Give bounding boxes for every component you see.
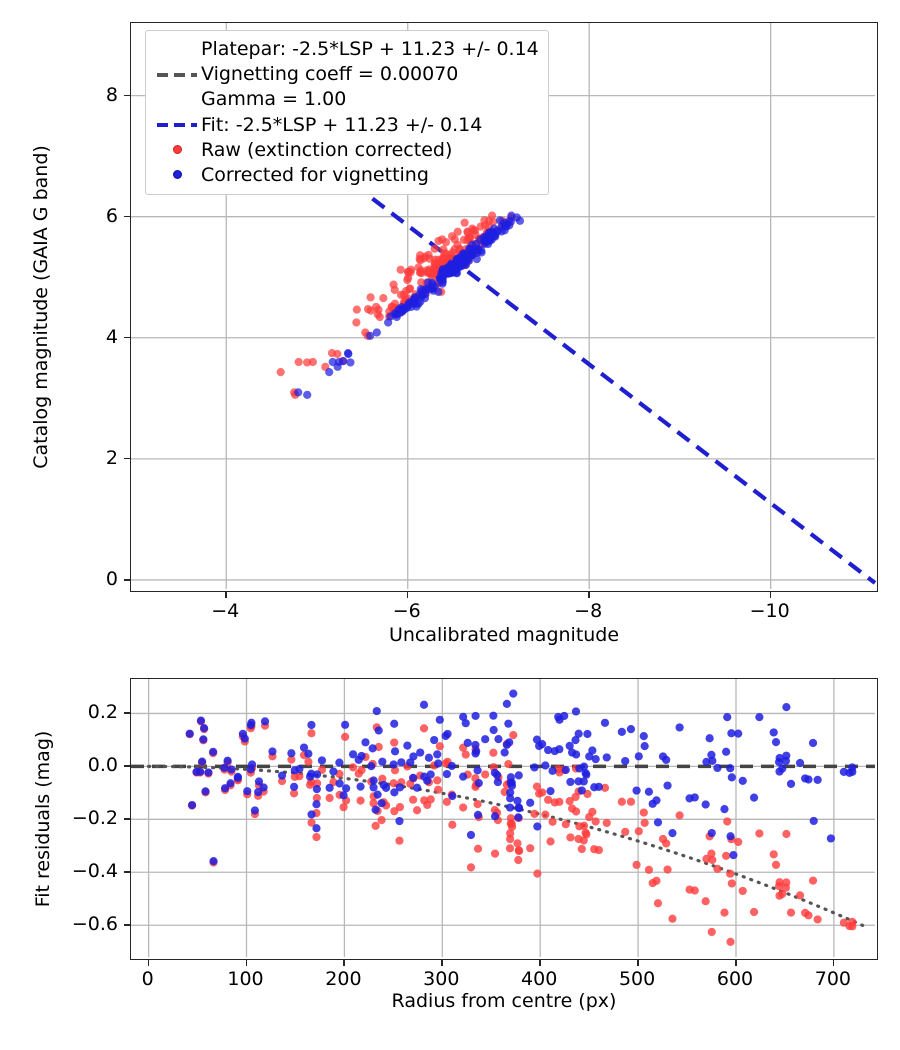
top-x-tick-mark (225, 592, 227, 598)
top-x-tick: −4 (211, 600, 240, 622)
blue-marker-icon (172, 170, 182, 179)
top-y-tick-mark (124, 94, 130, 97)
bottom-x-tick: 600 (716, 968, 754, 990)
bottom-x-axis-title: Radius from centre (px) (391, 990, 617, 1012)
top-y-tick-mark (124, 457, 130, 460)
bottom-y-tick-mark (124, 765, 130, 767)
magnitude-calibration-panel: 0 2 4 6 8 −4 −6 −8 −10 Uncalibrated magnitude C… (30, 22, 878, 646)
top-y-axis-title: Catalog magnitude (GAIA G band) (30, 145, 52, 469)
bottom-y-tick-mark (124, 818, 130, 820)
bottom-x-tick-mark (245, 960, 248, 966)
top-x-tick: −6 (392, 600, 421, 622)
legend-key-vignetting (155, 72, 199, 77)
bottom-corrected-series (185, 689, 857, 866)
fit-residuals-panel: Radius from centre (px) Fit residuals (m… (0, 650, 900, 1050)
legend-label-raw: Raw (extinction corrected) (201, 138, 453, 161)
legend-label-gamma: Gamma = 1.00 (201, 88, 347, 110)
top-x-tick-mark (406, 592, 409, 598)
legend-row-raw: Raw (extinction corrected) (155, 137, 539, 162)
legend-label-vignetting-coeff: Vignetting coeff = 0.00070 (201, 63, 459, 85)
legend-label-corrected: Corrected for vignetting (201, 163, 429, 186)
bottom-x-tick: 400 (521, 968, 558, 990)
bottom-x-tick: 0 (141, 968, 154, 990)
top-y-tick-mark (124, 215, 130, 218)
bottom-x-tick-mark (637, 960, 639, 966)
bottom-x-tick: 500 (618, 968, 656, 990)
bottom-y-tick-mark (124, 871, 130, 873)
top-y-tick: 8 (105, 83, 118, 106)
bottom-x-tick-mark (539, 960, 541, 966)
bottom-x-tick-mark (734, 960, 737, 966)
legend-label-platepar: Platepar: -2.5*LSP + 11.23 +/- 0.14 (201, 38, 539, 60)
plot-legend: Platepar: -2.5*LSP + 11.23 +/- 0.14 Vign… (145, 30, 549, 195)
legend-label-fit: Fit: -2.5*LSP + 11.23 +/- 0.14 (201, 113, 483, 136)
top-x-axis-title: Uncalibrated magnitude (388, 624, 620, 646)
bottom-x-tick-mark (147, 960, 150, 966)
top-x-tick-mark (588, 592, 590, 598)
red-marker-icon (172, 145, 182, 154)
bottom-x-tick: 200 (325, 968, 362, 990)
top-x-tick-mark (769, 592, 772, 598)
legend-key-raw (155, 145, 199, 154)
bottom-plot-frame (130, 678, 878, 960)
bottom-y-tick-mark (124, 712, 130, 714)
top-corrected-series (294, 211, 525, 399)
bottom-x-tick: 300 (423, 968, 460, 990)
top-x-tick: −8 (574, 600, 603, 622)
top-y-tick: 6 (105, 204, 118, 227)
top-y-tick: 4 (105, 325, 118, 348)
legend-platepar-lines: Platepar: -2.5*LSP + 11.23 +/- 0.14 Vign… (199, 37, 539, 112)
gray-dashed-line-icon (157, 72, 197, 77)
bottom-y-tick: −0.4 (71, 860, 118, 883)
bottom-plot-canvas (131, 679, 875, 957)
bottom-x-tick: 700 (814, 968, 852, 990)
legend-key-corrected (155, 170, 199, 179)
bottom-y-tick: −0.2 (71, 807, 118, 830)
bottom-y-tick: 0.2 (87, 701, 118, 724)
legend-row-fit: Fit: -2.5*LSP + 11.23 +/- 0.14 (155, 112, 539, 137)
bottom-x-tick: 100 (227, 968, 264, 990)
top-y-tick: 0 (105, 567, 118, 590)
bottom-x-tick-mark (343, 960, 345, 966)
bottom-raw-series (185, 717, 857, 946)
bottom-y-tick: −0.6 (71, 913, 118, 936)
bottom-y-tick-mark (124, 924, 130, 926)
top-y-tick-mark (124, 336, 130, 339)
legend-group-platepar: Platepar: -2.5*LSP + 11.23 +/- 0.14 Vign… (155, 37, 539, 112)
bottom-y-tick: 0.0 (87, 754, 118, 777)
blue-dashed-line-icon (157, 122, 197, 127)
legend-key-fit (155, 122, 199, 127)
top-y-tick: 2 (105, 446, 118, 469)
bottom-x-tick-mark (832, 960, 835, 966)
legend-row-corrected: Corrected for vignetting (155, 162, 539, 187)
top-y-tick-mark (124, 578, 130, 581)
bottom-x-tick-mark (441, 960, 443, 966)
top-x-tick: −10 (749, 600, 790, 622)
